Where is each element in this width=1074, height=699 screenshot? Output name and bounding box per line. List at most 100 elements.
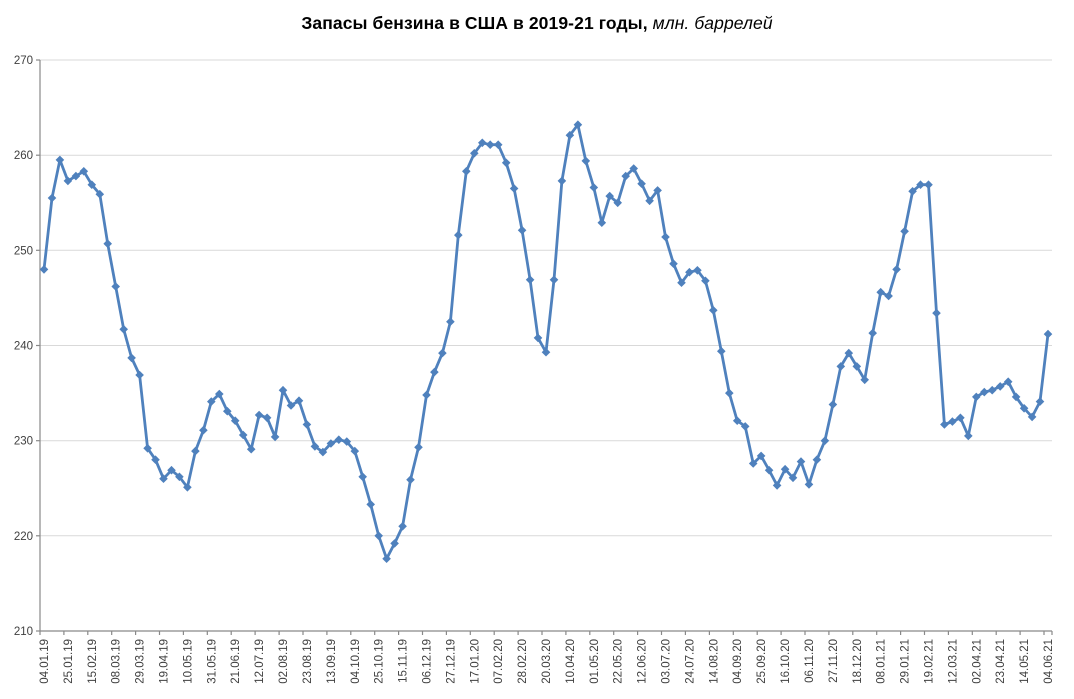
data-point-marker — [964, 431, 973, 441]
x-tick-label: 07.02.20 — [493, 639, 505, 684]
x-tick-label: 19.02.21 — [924, 639, 936, 684]
x-tick-label: 25.10.19 — [374, 639, 386, 684]
data-point-marker — [788, 473, 798, 483]
data-point-marker — [932, 308, 941, 318]
data-point-marker — [446, 317, 455, 326]
data-point-marker — [119, 325, 128, 334]
data-point-marker — [780, 464, 790, 474]
data-point-marker — [1019, 404, 1029, 413]
data-point-marker — [485, 140, 495, 149]
x-tick-label: 12.03.21 — [947, 639, 959, 684]
data-point-marker — [262, 413, 272, 423]
data-point-marker — [924, 180, 933, 189]
data-point-marker — [390, 539, 399, 548]
data-point-marker — [836, 362, 846, 371]
data-point-marker — [597, 218, 607, 227]
data-point-marker — [254, 410, 264, 420]
data-point-marker — [677, 278, 686, 287]
data-point-marker — [454, 230, 463, 240]
data-point-marker — [940, 420, 949, 429]
data-point-marker — [772, 481, 782, 490]
x-tick-label: 15.11.19 — [398, 639, 410, 683]
x-tick-label: 27.12.19 — [445, 639, 457, 684]
data-point-marker — [438, 348, 447, 358]
data-point-marker — [294, 396, 304, 405]
data-point-marker — [230, 416, 240, 425]
data-point-marker — [111, 282, 120, 291]
x-tick-label: 16.10.20 — [780, 639, 792, 684]
data-point-marker — [127, 353, 136, 363]
y-tick-label: 250 — [14, 245, 33, 257]
data-point-marker — [238, 430, 248, 440]
data-point-marker — [501, 158, 511, 168]
data-point-marker — [868, 328, 877, 338]
data-point-marker — [1011, 392, 1021, 402]
data-point-marker — [573, 120, 583, 129]
y-tick-label: 240 — [14, 341, 33, 353]
data-point-marker — [462, 167, 471, 176]
data-point-marker — [342, 437, 352, 446]
data-point-marker — [621, 171, 630, 181]
data-point-marker — [71, 171, 81, 181]
data-point-marker — [350, 446, 360, 456]
data-point-marker — [701, 276, 710, 286]
data-point-marker — [406, 475, 415, 484]
x-tick-label: 31.05.19 — [206, 639, 218, 684]
data-point-marker — [47, 193, 57, 203]
x-tick-label: 13.09.19 — [326, 639, 338, 684]
data-point-marker — [972, 392, 981, 402]
data-point-marker — [629, 164, 638, 173]
data-point-marker — [87, 180, 97, 189]
data-point-marker — [493, 140, 503, 149]
data-point-marker — [143, 444, 152, 453]
data-point-marker — [637, 179, 646, 188]
chart-title-main: Запасы бензина в США в 2019-21 годы, — [301, 13, 648, 33]
y-tick-label: 210 — [14, 626, 33, 638]
x-tick-label: 12.06.20 — [637, 639, 649, 684]
x-tick-label: 08.03.19 — [111, 639, 123, 684]
data-point-marker — [310, 442, 320, 451]
x-tick-label: 04.06.21 — [1043, 639, 1055, 684]
data-point-marker — [167, 465, 176, 475]
data-point-marker — [246, 444, 256, 454]
data-point-marker — [517, 226, 527, 235]
x-tick-label: 17.01.20 — [469, 639, 481, 684]
data-point-marker — [820, 436, 830, 445]
data-point-marker — [151, 455, 160, 464]
data-point-marker — [478, 138, 487, 148]
x-tick-label: 04.01.19 — [39, 639, 51, 684]
data-point-marker — [326, 439, 336, 448]
data-point-marker — [55, 155, 65, 165]
x-tick-label: 21.06.19 — [230, 639, 242, 684]
data-point-marker — [430, 367, 439, 377]
x-tick-label: 18.12.20 — [852, 639, 864, 684]
data-point-marker — [215, 389, 224, 399]
data-point-marker — [159, 474, 168, 483]
data-point-marker — [525, 275, 535, 285]
data-point-marker — [756, 451, 766, 461]
x-tick-label: 04.10.19 — [350, 639, 362, 684]
y-tick-label: 260 — [14, 150, 33, 162]
data-point-marker — [470, 149, 479, 158]
data-point-marker — [103, 239, 112, 248]
data-point-marker — [828, 400, 838, 409]
data-point-marker — [398, 522, 407, 531]
x-tick-label: 12.07.19 — [254, 639, 266, 684]
x-tick-label: 08.01.21 — [876, 639, 888, 684]
x-tick-label: 06.12.19 — [422, 639, 434, 684]
data-point-marker — [422, 390, 431, 400]
x-tick-label: 24.07.20 — [684, 639, 696, 684]
data-point-marker — [669, 259, 678, 268]
data-point-marker — [732, 416, 742, 425]
data-point-marker — [740, 422, 750, 431]
data-point-marker — [900, 227, 909, 236]
data-point-marker — [764, 465, 774, 475]
x-tick-label: 25.01.19 — [63, 639, 75, 684]
data-point-marker — [725, 388, 734, 398]
data-point-marker — [956, 413, 965, 423]
data-point-marker — [717, 346, 726, 356]
x-tick-label: 28.02.20 — [517, 639, 529, 684]
line-series — [42, 123, 1050, 561]
x-tick-label: 23.08.19 — [302, 639, 314, 684]
